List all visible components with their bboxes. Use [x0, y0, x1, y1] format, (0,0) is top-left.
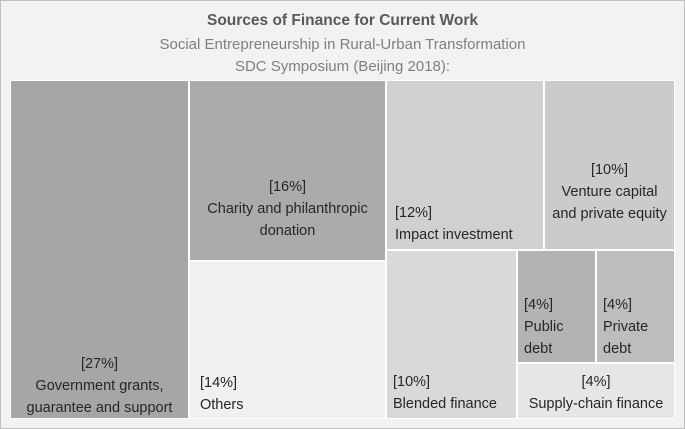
tile-category: Supply-chain finance — [528, 396, 664, 412]
treemap-tile: [4%] Public debt — [517, 250, 596, 363]
chart-title: Sources of Finance for Current Work — [206, 12, 478, 29]
tile-percent: [10%] — [590, 162, 629, 178]
tile-percent: [16%] — [268, 179, 307, 195]
tile-category: Private debt — [603, 319, 649, 357]
tile-category: Blended finance — [393, 396, 497, 412]
tile-percent: [4%] — [581, 374, 611, 390]
treemap-tile: [12%] Impact investment — [386, 80, 544, 250]
tile-category: Venture capital and private equity — [552, 184, 667, 222]
tile-percent: [12%] — [395, 205, 433, 221]
tile-percent: [4%] — [603, 297, 633, 313]
treemap-tile: [10%] Venture capital and private equity — [544, 80, 675, 250]
treemap-tile: [14%] Others — [189, 261, 386, 419]
tile-label: [14%] Others — [200, 372, 383, 416]
tile-label: [27%] Government grants, guarantee and su… — [15, 353, 184, 419]
tile-category: Charity and philanthropic donation — [207, 201, 368, 239]
tile-label: [16%] Charity and philanthropic donation — [194, 176, 381, 242]
tile-category: Others — [200, 397, 244, 413]
tile-percent: [14%] — [200, 375, 238, 391]
tile-category: Impact investment — [395, 227, 513, 243]
tile-label: [10%] Venture capital and private equity — [549, 159, 670, 225]
tile-label: [10%] Blended finance — [393, 371, 514, 415]
tile-category: Public debt — [524, 319, 564, 357]
tile-percent: [27%] — [80, 356, 119, 372]
treemap-tile: [16%] Charity and philanthropic donation — [189, 80, 386, 261]
tile-label: [4%] Private debt — [603, 294, 672, 360]
chart-subtitle-2: SDC Symposium (Beijing 2018): — [234, 58, 451, 75]
chart-subtitle: Social Entrepreneurship in Rural-Urban T… — [159, 36, 526, 53]
tile-label: [12%] Impact investment — [395, 202, 541, 246]
tile-category: Government grants, guarantee and support — [26, 378, 173, 416]
treemap-tile: [27%] Government grants, guarantee and su… — [10, 80, 189, 419]
treemap-tile: [4%] Supply-chain finance — [517, 363, 675, 419]
tile-label: [4%] Supply-chain finance — [522, 371, 670, 415]
tile-percent: [4%] — [524, 297, 554, 313]
tile-percent: [10%] — [393, 374, 431, 390]
tile-label: [4%] Public debt — [524, 294, 593, 360]
treemap-tile: [10%] Blended finance — [386, 250, 517, 419]
treemap-tile: [4%] Private debt — [596, 250, 675, 363]
